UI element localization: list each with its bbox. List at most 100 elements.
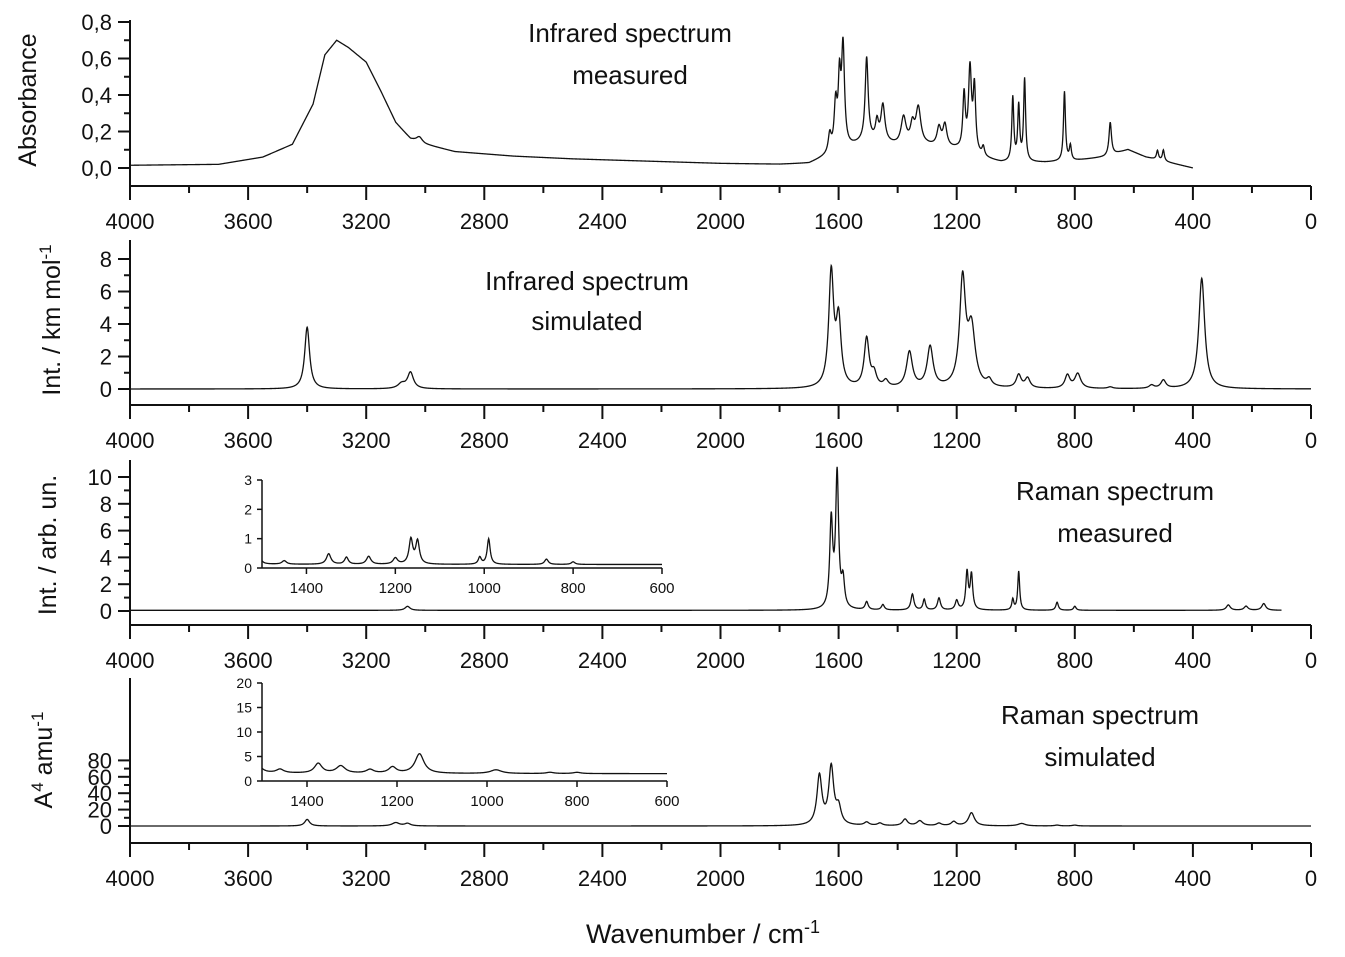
- y-tick-label: 80: [88, 748, 112, 773]
- y-tick-label: 6: [100, 280, 112, 305]
- y-tick-label: 8: [100, 492, 112, 517]
- x-axis-title: Wavenumber / cm-1: [586, 917, 820, 949]
- y-tick-label: 10: [88, 465, 112, 490]
- x-tick-label: 1200: [932, 209, 981, 234]
- y-tick-label: 2: [100, 572, 112, 597]
- inset-y-tick-label: 0: [244, 773, 252, 789]
- inset-y-tick-label: 20: [236, 675, 252, 691]
- x-tick-label: 2000: [696, 648, 745, 673]
- inset-x-tick-label: 1400: [290, 580, 323, 597]
- panel-raman-simulated: 4000 3600 3200 2800 2400 2000 1600 1200 800 400 00…: [28, 675, 1317, 891]
- x-tick-label: 0: [1305, 866, 1317, 891]
- x-tick-label: 2400: [578, 866, 627, 891]
- inset-x-tick-label: 1200: [379, 580, 412, 597]
- x-tick-label: 400: [1175, 428, 1212, 453]
- y-tick-label: 60: [88, 765, 112, 790]
- x-tick-label: 3600: [224, 209, 273, 234]
- inset-y-tick-label: 5: [244, 749, 252, 765]
- inset-x-tick-label: 1400: [290, 793, 323, 810]
- x-tick-label: 2800: [460, 428, 509, 453]
- x-tick-label: 800: [1056, 866, 1093, 891]
- x-tick-label: 1200: [932, 428, 981, 453]
- x-tick-label: 0: [1305, 648, 1317, 673]
- x-tick-label: 1600: [814, 428, 863, 453]
- panel-title-line: Infrared spectrum: [528, 18, 732, 48]
- x-tick-label: 1600: [814, 866, 863, 891]
- x-tick-label: 4000: [106, 648, 155, 673]
- x-tick-label: 800: [1056, 428, 1093, 453]
- inset-spectrum-line: [261, 535, 662, 566]
- inset-spectrum-line: [261, 752, 667, 775]
- spectrum-line: [130, 263, 1311, 390]
- x-tick-label: 2800: [460, 209, 509, 234]
- x-tick-label: 0: [1305, 209, 1317, 234]
- x-tick-label: 800: [1056, 209, 1093, 234]
- y-tick-label: 40: [88, 781, 112, 806]
- x-tick-label: 2400: [578, 428, 627, 453]
- panel-ir-simulated: 4000 3600 3200 2800 2400 2000 1600 1200 800 400 00…: [36, 240, 1317, 453]
- y-tick-label: 20: [88, 798, 112, 823]
- y-tick-label: 6: [100, 519, 112, 544]
- x-tick-label: 1200: [932, 866, 981, 891]
- spectrum-line: [130, 466, 1282, 611]
- x-tick-label: 800: [1056, 648, 1093, 673]
- x-tick-label: 4000: [106, 866, 155, 891]
- x-tick-label: 3200: [342, 209, 391, 234]
- x-tick-label: 3600: [224, 648, 273, 673]
- x-tick-label: 3200: [342, 428, 391, 453]
- x-tick-label: 3200: [342, 866, 391, 891]
- x-tick-label: 3600: [224, 866, 273, 891]
- x-tick-label: 0: [1305, 428, 1317, 453]
- inset-x-tick-label: 1000: [468, 580, 501, 597]
- spectrum-line: [130, 761, 1311, 827]
- y-tick-label: 4: [100, 312, 112, 337]
- x-tick-label: 1600: [814, 209, 863, 234]
- inset-x-tick-label: 800: [561, 580, 586, 597]
- x-tick-label: 2800: [460, 648, 509, 673]
- panel-title-line: measured: [1057, 518, 1173, 548]
- x-tick-label: 2000: [696, 209, 745, 234]
- panel-title-line: simulated: [531, 306, 642, 336]
- x-tick-label: 1600: [814, 648, 863, 673]
- x-tick-label: 3200: [342, 648, 391, 673]
- inset-y-tick-label: 0: [244, 560, 252, 576]
- inset-y-tick-label: 1: [244, 531, 252, 547]
- x-tick-label: 2400: [578, 648, 627, 673]
- inset-x-tick-label: 800: [564, 793, 589, 810]
- y-tick-label: 0,2: [81, 120, 112, 145]
- spectrum-line: [129, 36, 1194, 169]
- y-tick-label: 0,0: [81, 156, 112, 181]
- panel-title-line: simulated: [1044, 742, 1155, 772]
- y-tick-label: 0: [100, 814, 112, 839]
- panel-ir-measured: 4000 3600 3200 2800 2400 2000 1600 1200 800 400 00…: [14, 10, 1317, 234]
- inset-y-tick-label: 2: [244, 501, 252, 517]
- inset-raman-simulated: 1400 1200 1000 800 600 0 5 10 15 20: [236, 675, 679, 810]
- x-tick-label: 4000: [106, 428, 155, 453]
- y-axis-label: A4 amu-1: [28, 712, 58, 809]
- inset-y-tick-label: 15: [236, 700, 252, 716]
- y-tick-label: 4: [100, 545, 112, 570]
- panel-title-line: Raman spectrum: [1016, 476, 1214, 506]
- panel-raman-measured: 4000 3600 3200 2800 2400 2000 1600 1200 800 400 00…: [34, 460, 1317, 673]
- x-tick-label: 2000: [696, 866, 745, 891]
- x-tick-label: 2400: [578, 209, 627, 234]
- inset-x-tick-label: 1000: [470, 793, 503, 810]
- inset-y-tick-label: 3: [244, 472, 252, 488]
- y-tick-label: 2: [100, 345, 112, 370]
- panel-title-line: measured: [572, 60, 688, 90]
- y-axis-label: Int. / km mol-1: [36, 244, 66, 395]
- x-tick-label: 4000: [106, 209, 155, 234]
- inset-raman-measured: 1400 1200 1000 800 600 0 1 2 3: [244, 472, 674, 597]
- x-tick-label: 1200: [932, 648, 981, 673]
- y-axis-label: Absorbance: [14, 33, 42, 166]
- x-tick-label: 2000: [696, 428, 745, 453]
- x-tick-label: 400: [1175, 866, 1212, 891]
- y-tick-label: 0,6: [81, 47, 112, 72]
- panel-title-line: Infrared spectrum: [485, 266, 689, 296]
- x-tick-label: 2800: [460, 866, 509, 891]
- y-tick-label: 0,8: [81, 10, 112, 35]
- y-tick-label: 0,4: [81, 83, 112, 108]
- y-tick-label: 0: [100, 599, 112, 624]
- x-tick-label: 400: [1175, 648, 1212, 673]
